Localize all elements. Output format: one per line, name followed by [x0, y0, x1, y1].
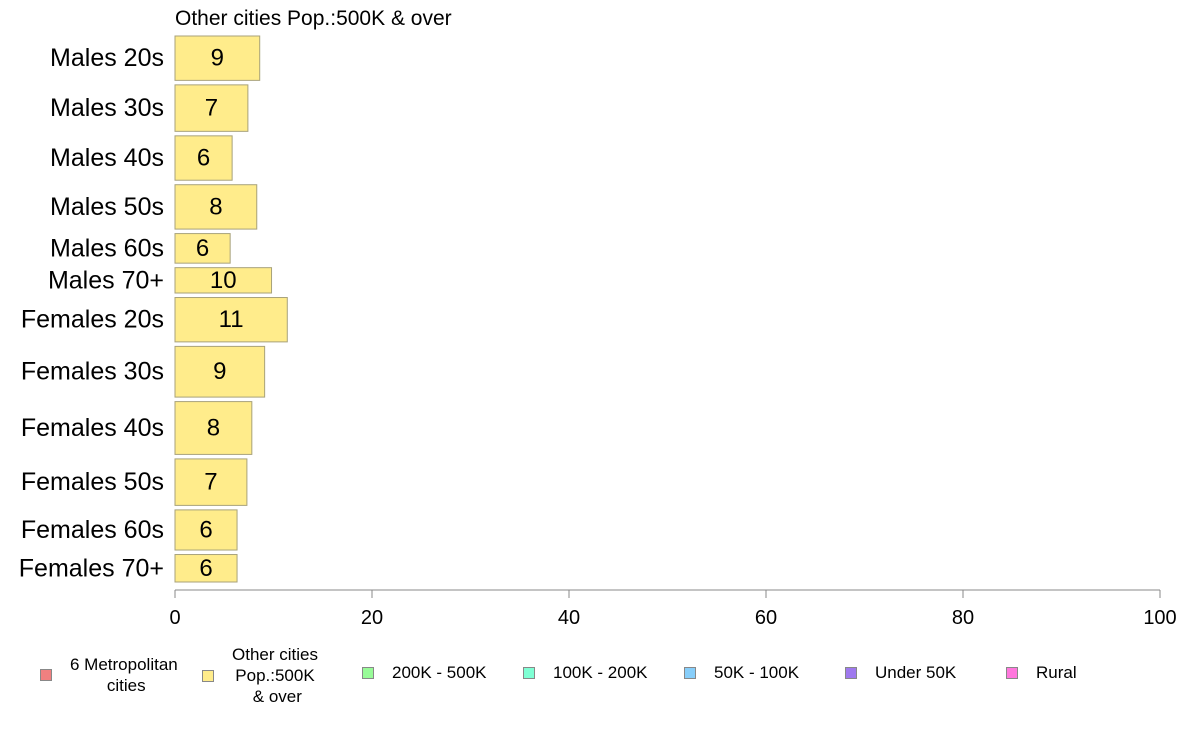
category-label: Females 60s — [21, 516, 164, 544]
data-label: 8 — [207, 415, 220, 442]
legend-item-under-50k: Under 50K — [845, 662, 956, 683]
legend-label: Rural — [1036, 663, 1077, 682]
bar — [174, 297, 288, 343]
category-label: Females 50s — [21, 468, 164, 496]
category-label: Females 30s — [21, 358, 164, 386]
bar — [174, 345, 266, 398]
bar — [174, 135, 233, 181]
category-label: Males 30s — [50, 94, 164, 122]
legend-swatch — [845, 666, 857, 679]
legend-item-rural: Rural — [1006, 662, 1077, 683]
category-label: Females 20s — [21, 306, 164, 334]
x-tick-label: 40 — [558, 607, 580, 629]
bar — [174, 458, 248, 506]
legend-swatch — [202, 669, 214, 682]
x-tick-label: 0 — [169, 607, 180, 629]
legend-label: 6 Metropolitan cities — [70, 655, 178, 695]
bars-layer: 9 Males 20s 7 Males 30s 6 Males 40s 8 Males 50s… — [19, 35, 288, 583]
bar — [174, 35, 261, 81]
category-label: Males 40s — [50, 144, 164, 172]
bar — [174, 509, 238, 551]
legend-label: 200K - 500K — [392, 663, 487, 682]
bar — [174, 401, 253, 455]
bar — [174, 233, 231, 264]
bar — [174, 184, 258, 230]
data-label: 10 — [210, 267, 237, 294]
bar-chart: Other cities Pop.:500K & over 9 Males 20s… — [19, 7, 1177, 629]
legend-swatch — [684, 666, 696, 679]
data-label: 6 — [199, 516, 212, 543]
bar — [174, 267, 273, 294]
legend-swatch — [523, 666, 535, 679]
legend-item-100k-200k: 100K - 200K — [523, 662, 648, 683]
legend: 6 Metropolitan cities Other cities Pop.:… — [0, 640, 1188, 720]
legend-item-metropolitan: 6 Metropolitan cities — [40, 654, 178, 696]
data-label: 11 — [219, 306, 244, 333]
category-label: Females 40s — [21, 414, 164, 442]
legend-label: Under 50K — [875, 663, 957, 682]
x-tick-label: 80 — [952, 607, 974, 629]
legend-item-200k-500k: 200K - 500K — [362, 662, 487, 683]
data-label: 9 — [211, 45, 224, 72]
x-axis: 0 20 40 60 80 100 — [169, 589, 1177, 629]
x-tick-label: 60 — [755, 607, 777, 629]
bar — [174, 554, 238, 583]
x-tick-label: 20 — [361, 607, 383, 629]
category-label: Males 50s — [50, 193, 164, 221]
legend-label: Other cities Pop.:500K & over — [232, 645, 318, 706]
data-label: 6 — [199, 555, 212, 582]
data-label: 6 — [196, 235, 209, 262]
data-label: 9 — [213, 358, 226, 385]
category-label: Males 70+ — [48, 266, 164, 294]
data-label: 7 — [205, 95, 218, 122]
legend-item-50k-100k: 50K - 100K — [684, 662, 799, 683]
legend-item-500k-over: Other cities Pop.:500K & over — [202, 644, 318, 707]
legend-swatch — [40, 669, 52, 681]
data-label: 6 — [197, 145, 210, 172]
data-label: 8 — [209, 193, 222, 220]
legend-swatch — [1006, 666, 1018, 679]
data-label: 7 — [204, 469, 217, 496]
legend-swatch — [362, 666, 374, 679]
category-label: Males 60s — [50, 234, 164, 262]
legend-label: 50K - 100K — [714, 663, 800, 682]
x-tick-label: 100 — [1143, 607, 1176, 629]
category-label: Males 20s — [50, 44, 164, 72]
legend-label: 100K - 200K — [553, 663, 648, 682]
chart-title: Other cities Pop.:500K & over — [175, 7, 452, 30]
category-label: Females 70+ — [19, 554, 164, 582]
bar — [174, 84, 249, 132]
